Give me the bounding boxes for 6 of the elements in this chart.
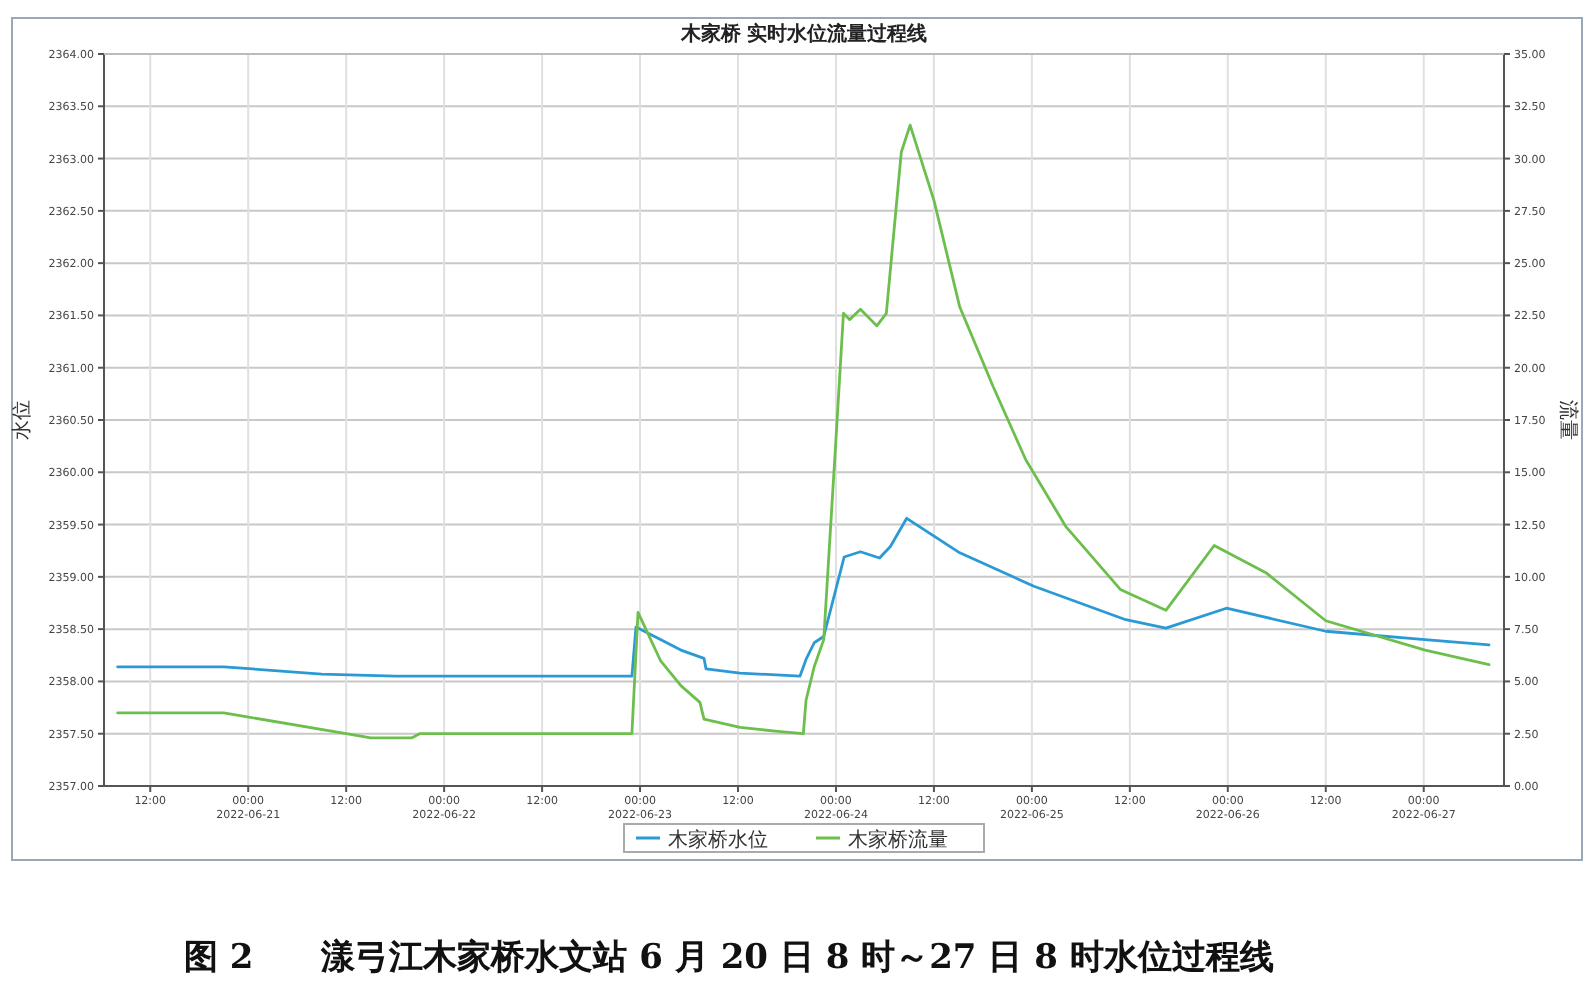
y-axis-title: 水位	[10, 400, 34, 440]
legend-label: 木家桥水位	[668, 828, 768, 852]
y2-axis-title: 流量	[1556, 400, 1580, 440]
legend-label: 木家桥流量	[848, 828, 948, 852]
caption: 图 2 漾弓江木家桥水文站 6 月 20 日 8 时～27 日 8 时水位过程线	[184, 938, 1274, 978]
chart-title: 木家桥 实时水位流量过程线	[678, 22, 928, 46]
